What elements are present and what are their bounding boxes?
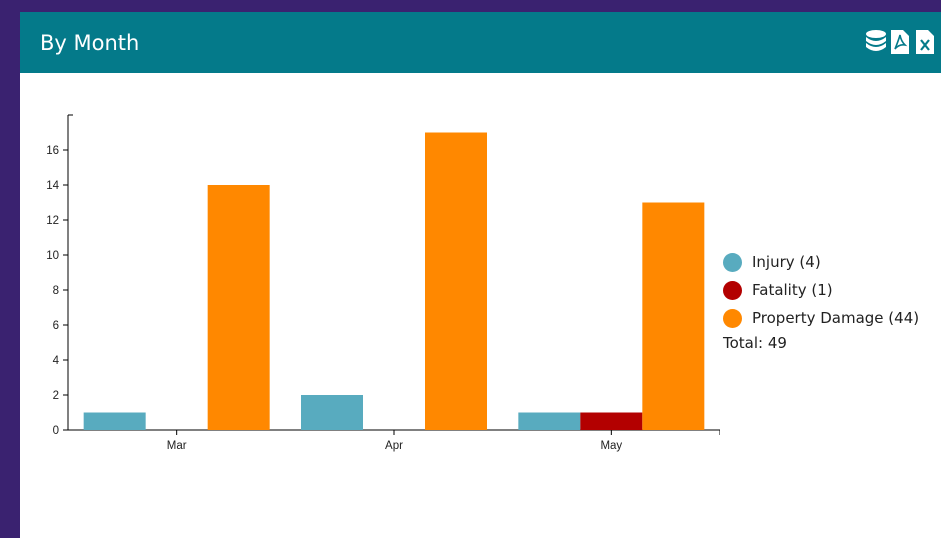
bar-property-damage	[425, 132, 487, 430]
bar-injury	[83, 412, 146, 430]
legend-label-injury: Injury (4)	[752, 253, 821, 271]
pdf-export-icon[interactable]	[890, 29, 910, 55]
y-tick-label: 4	[53, 355, 60, 367]
legend-total: Total: 49	[723, 334, 787, 352]
y-tick-label: 10	[46, 250, 59, 262]
bar-property-damage	[642, 202, 705, 430]
y-tick-label: 8	[53, 285, 59, 297]
chart-panel: By Month	[20, 12, 941, 538]
y-tick-label: 6	[53, 320, 59, 332]
legend-swatch-property-damage	[723, 308, 742, 328]
bar-injury	[301, 395, 363, 430]
database-icon[interactable]	[865, 29, 886, 55]
x-tick-label: Apr	[385, 440, 403, 452]
legend: Injury (4) Fatality (1) Property Damage …	[723, 248, 919, 354]
legend-swatch-fatality	[723, 280, 742, 300]
panel-title: By Month	[40, 30, 140, 55]
header-actions	[865, 29, 935, 55]
bar-chart: 0 2 4 6 8 10 12 14 16 Mar Apr May	[46, 114, 720, 452]
y-tick-label: 14	[46, 180, 59, 192]
x-tick-label: Mar	[167, 440, 187, 452]
excel-export-icon[interactable]	[915, 29, 935, 55]
y-tick-label: 0	[53, 425, 59, 437]
bar-fatality	[580, 412, 643, 430]
legend-item-property-damage[interactable]: Property Damage (44)	[723, 304, 919, 332]
legend-label-property-damage: Property Damage (44)	[752, 309, 920, 327]
y-tick-label: 12	[46, 215, 59, 227]
chart-area: 0 2 4 6 8 10 12 14 16 Mar Apr May Injury (4) Fatali…	[20, 73, 941, 538]
legend-item-injury[interactable]: Injury (4)	[723, 248, 919, 276]
y-tick-label: 2	[53, 390, 59, 402]
legend-item-fatality[interactable]: Fatality (1)	[723, 276, 919, 304]
bar-property-damage	[207, 185, 270, 430]
bar-injury	[518, 412, 581, 430]
legend-swatch-injury	[723, 252, 742, 272]
legend-label-fatality: Fatality (1)	[752, 281, 833, 299]
panel-header: By Month	[20, 12, 941, 73]
x-tick-label: May	[600, 440, 622, 452]
y-tick-label: 16	[46, 145, 59, 157]
